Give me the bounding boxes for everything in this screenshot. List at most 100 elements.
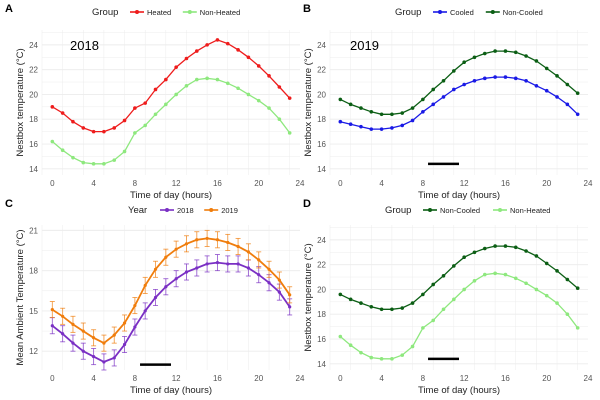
data-point (112, 126, 117, 130)
series-line (340, 76, 579, 130)
data-point (483, 51, 487, 56)
data-point (565, 102, 570, 107)
x-tick-label: 8 (421, 374, 426, 383)
data-point (267, 267, 271, 271)
series-non-cooled (338, 49, 580, 117)
legend-entry-label: 2018 (177, 206, 194, 215)
data-point (390, 357, 394, 361)
data-point (369, 127, 374, 131)
data-point (379, 112, 384, 117)
data-point (452, 87, 456, 92)
data-point (102, 162, 106, 166)
data-point (112, 333, 116, 337)
y-tick-label: 16 (317, 335, 326, 344)
y-tick-label: 16 (29, 140, 38, 149)
data-point (81, 349, 85, 353)
data-point (226, 240, 230, 245)
x-tick-label: 16 (213, 179, 222, 188)
data-point (379, 307, 384, 312)
data-point (91, 129, 96, 134)
data-point (534, 83, 539, 88)
data-point (215, 38, 220, 42)
data-point (184, 56, 189, 61)
y-tick-label: 18 (29, 267, 38, 276)
data-point (462, 82, 466, 87)
data-point (112, 356, 116, 360)
legend-title: Group (92, 7, 118, 18)
data-point (441, 307, 446, 312)
data-point (92, 336, 96, 340)
legend-key-point (135, 10, 139, 14)
data-point (61, 332, 65, 336)
data-point (184, 242, 189, 246)
series-line (339, 272, 579, 360)
legend-key-point (187, 10, 192, 14)
data-point (164, 285, 168, 289)
data-point (133, 131, 137, 135)
data-point (225, 81, 230, 86)
data-point (236, 48, 240, 52)
grid (329, 225, 588, 370)
data-point (544, 66, 549, 71)
data-point (493, 271, 497, 276)
y-tick-label: 15 (29, 307, 38, 316)
data-point (524, 281, 528, 286)
data-point (92, 354, 96, 359)
data-point (205, 76, 209, 81)
data-point (534, 59, 539, 63)
data-point (91, 162, 96, 166)
data-point (246, 92, 251, 97)
data-point (390, 126, 394, 130)
data-point (400, 353, 405, 357)
data-point (287, 131, 292, 135)
x-tick-label: 0 (338, 179, 343, 188)
data-point (133, 106, 137, 110)
y-tick-label: 22 (317, 66, 326, 75)
data-point (400, 123, 405, 128)
data-point (267, 106, 271, 110)
data-point (287, 96, 292, 100)
data-point (369, 355, 374, 360)
series-non-heated (50, 76, 292, 166)
y-tick-label: 18 (317, 115, 326, 124)
data-point (122, 149, 127, 154)
data-point (410, 118, 415, 123)
data-point (483, 246, 487, 251)
series-non-heated (338, 271, 580, 361)
x-tick-label: 0 (50, 374, 55, 383)
data-point (472, 278, 477, 283)
data-point (555, 74, 559, 78)
x-axis-title: Time of day (hours) (130, 385, 212, 396)
data-point (431, 318, 436, 323)
series-2019 (49, 229, 293, 352)
x-axis-title: Time of day (hours) (130, 190, 212, 201)
data-point (153, 295, 158, 300)
y-axis-title: Nestbox temperature (°C) (303, 243, 314, 351)
legend-entry-label: 2019 (221, 206, 238, 215)
y-tick-label: 24 (317, 41, 326, 50)
y-tick-label: 14 (317, 165, 326, 174)
data-point (277, 290, 281, 294)
data-point (122, 342, 127, 347)
x-tick-label: 20 (254, 179, 263, 188)
legend-title: Group (385, 205, 411, 216)
x-tick-label: 24 (584, 179, 593, 188)
data-point (215, 238, 220, 242)
y-tick-label: 20 (317, 90, 326, 99)
series-line (340, 50, 579, 115)
legend-key-point (498, 208, 502, 212)
panel-a: A 0 4 8 12 16 20 24 14 16 18 20 22 24 Time of day (hou… (5, 3, 305, 201)
series-2018 (49, 254, 293, 371)
data-point (50, 139, 55, 144)
data-point (71, 322, 75, 326)
legend-entry-label: Non-Cooled (503, 8, 543, 17)
y-tick-label: 14 (317, 360, 326, 369)
data-point (153, 87, 158, 92)
year-annotation: 2018 (70, 38, 99, 53)
grid (41, 30, 300, 175)
legend: Year 2018 2019 (128, 205, 238, 216)
data-point (493, 244, 497, 248)
data-point (544, 88, 549, 93)
series-line (340, 245, 579, 310)
